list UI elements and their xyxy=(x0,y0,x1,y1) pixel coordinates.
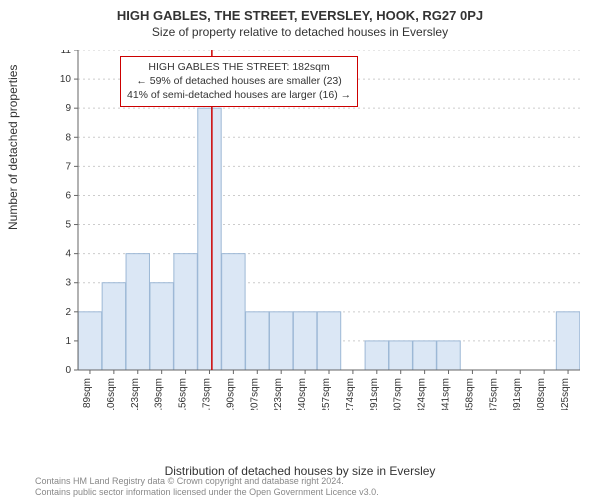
x-tick-label: 240sqm xyxy=(297,378,308,410)
bar xyxy=(78,312,101,370)
x-tick-label: 324sqm xyxy=(417,378,428,410)
x-tick-label: 425sqm xyxy=(560,378,571,410)
y-tick-label: 7 xyxy=(65,161,71,172)
bar xyxy=(246,312,269,370)
x-tick-label: 391sqm xyxy=(512,378,523,410)
x-tick-label: 173sqm xyxy=(201,378,212,410)
x-tick-label: 139sqm xyxy=(154,378,165,410)
info-box: HIGH GABLES THE STREET: 182sqm ← 59% of … xyxy=(120,56,358,107)
bar xyxy=(413,341,436,370)
x-tick-label: 89sqm xyxy=(82,378,93,408)
bar xyxy=(150,283,173,370)
y-axis-label: Number of detached properties xyxy=(6,65,20,230)
x-tick-label: 341sqm xyxy=(441,378,452,410)
x-tick-label: 106sqm xyxy=(106,378,117,410)
bar xyxy=(365,341,388,370)
info-box-line2: ← 59% of detached houses are smaller (23… xyxy=(127,74,351,88)
x-tick-label: 375sqm xyxy=(488,378,499,410)
chart-title-main: HIGH GABLES, THE STREET, EVERSLEY, HOOK,… xyxy=(0,0,600,23)
x-tick-label: 190sqm xyxy=(225,378,236,410)
x-tick-label: 207sqm xyxy=(249,378,260,410)
bar xyxy=(198,108,221,370)
info-box-line1: HIGH GABLES THE STREET: 182sqm xyxy=(127,60,351,74)
x-tick-label: 156sqm xyxy=(178,378,189,410)
chart-wrap: 0 1 2 3 4 5 6 7 8 9 10 11 89sqm 106sqm 123sqm 139sqm 156… xyxy=(50,50,580,410)
footer-line1: Contains HM Land Registry data © Crown c… xyxy=(35,476,379,487)
y-tick-label: 10 xyxy=(60,74,72,85)
y-tick-label: 2 xyxy=(65,307,71,318)
bar xyxy=(293,312,316,370)
y-tick-label: 4 xyxy=(65,249,71,260)
bar xyxy=(437,341,460,370)
y-tick-label: 5 xyxy=(65,220,71,231)
x-tick-label: 307sqm xyxy=(393,378,404,410)
bar xyxy=(389,341,412,370)
x-tick-label: 291sqm xyxy=(369,378,380,410)
bar xyxy=(126,254,149,370)
y-tick-label: 9 xyxy=(65,103,71,114)
bar xyxy=(222,254,245,370)
chart-title-sub: Size of property relative to detached ho… xyxy=(0,23,600,43)
y-tick-label: 3 xyxy=(65,278,71,289)
bar xyxy=(269,312,292,370)
x-tick-label: 257sqm xyxy=(321,378,332,410)
y-tick-label: 8 xyxy=(65,132,71,143)
y-tick-label: 0 xyxy=(65,365,71,376)
bar xyxy=(102,283,125,370)
x-tick-label: 223sqm xyxy=(273,378,284,410)
footer-line2: Contains public sector information licen… xyxy=(35,487,379,498)
x-tick-label: 358sqm xyxy=(464,378,475,410)
x-tick-label: 123sqm xyxy=(130,378,141,410)
chart-container: HIGH GABLES, THE STREET, EVERSLEY, HOOK,… xyxy=(0,0,600,500)
y-tick-label: 11 xyxy=(61,50,72,56)
bar xyxy=(556,312,579,370)
x-tick-label: 274sqm xyxy=(345,378,356,410)
bar xyxy=(174,254,197,370)
bar xyxy=(317,312,340,370)
y-tick-label: 6 xyxy=(65,190,71,201)
y-tick-label: 1 xyxy=(65,336,71,347)
info-box-line3: 41% of semi-detached houses are larger (… xyxy=(127,88,351,102)
x-tick-label: 408sqm xyxy=(536,378,547,410)
footer-attribution: Contains HM Land Registry data © Crown c… xyxy=(35,476,379,498)
